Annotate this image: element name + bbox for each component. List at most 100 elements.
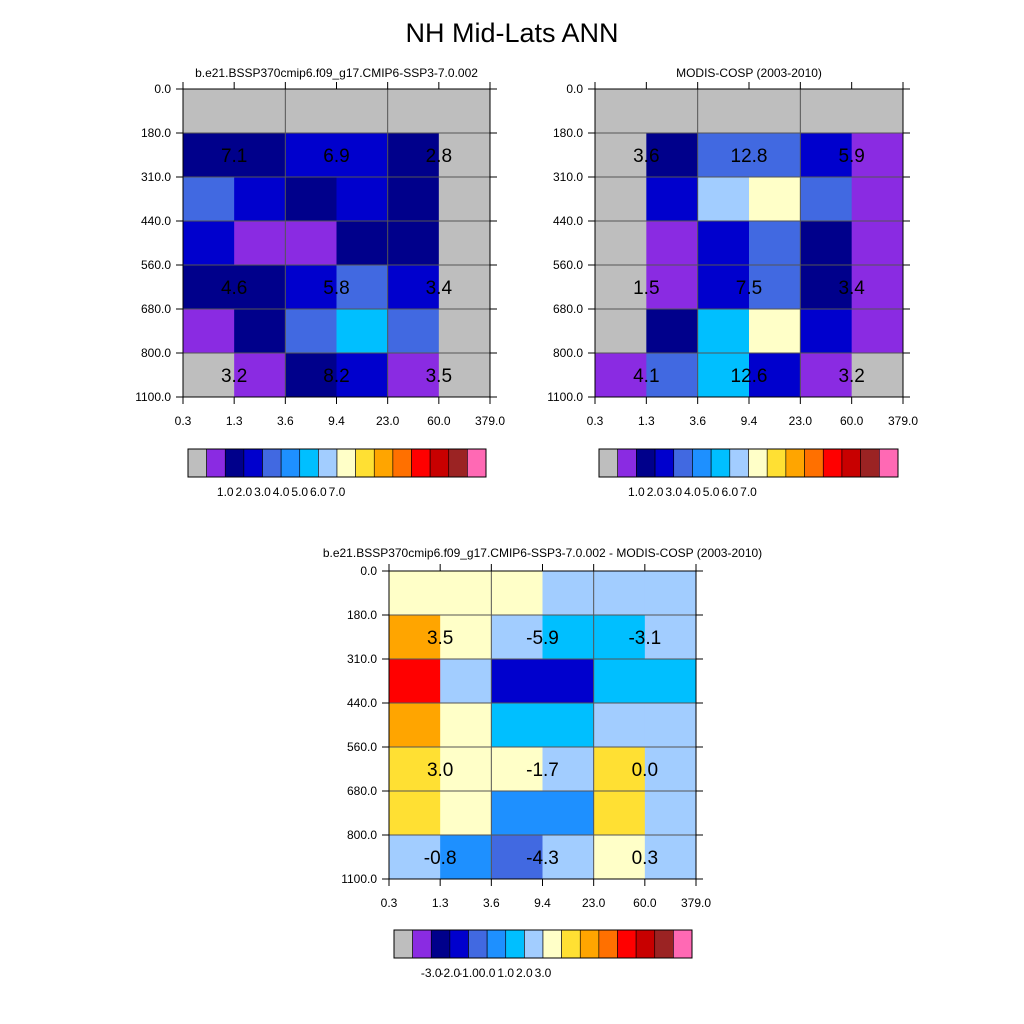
y-tick-label: 180.0: [347, 608, 377, 622]
heatmap-cell: [438, 89, 491, 134]
heatmap-cell: [285, 353, 337, 398]
heatmap-cell: [336, 133, 389, 178]
heatmap-cell: [851, 353, 904, 398]
heatmap-cell: [387, 177, 440, 222]
heatmap-cell: [438, 177, 491, 222]
x-tick-label: 3.6: [483, 896, 500, 910]
heatmap-cell: [646, 177, 699, 222]
heatmap-cell: [644, 747, 697, 792]
heatmap-cell: [285, 221, 337, 266]
heatmap-cell: [851, 133, 904, 178]
cell-annotation: 12.6: [731, 366, 768, 387]
x-tick-label: 60.0: [840, 414, 864, 428]
colorbar-swatch: [355, 448, 375, 478]
heatmap-cell: [183, 177, 235, 222]
y-tick-label: 560.0: [347, 740, 377, 754]
heatmap-cell: [542, 703, 595, 748]
colorbar-swatch: [187, 448, 207, 478]
cell-annotation: 3.2: [838, 366, 864, 387]
colorbar-label: 5.0: [291, 485, 308, 499]
colorbar-label: -2.0: [440, 966, 461, 980]
heatmap-cell: [593, 703, 646, 748]
heatmap-cell: [387, 89, 440, 134]
x-tick-label: 3.6: [689, 414, 706, 428]
heatmap-cell: [851, 221, 904, 266]
heatmap-cell: [285, 89, 337, 134]
heatmap-cell: [491, 835, 543, 880]
cell-annotation: -1.7: [526, 760, 559, 781]
cell-annotation: -4.3: [526, 848, 559, 869]
x-tick-label: 1.3: [638, 414, 655, 428]
y-tick-label: 800.0: [553, 346, 583, 360]
heatmap-cell: [183, 265, 235, 310]
heatmap-cell: [285, 133, 337, 178]
colorbar-swatch: [299, 448, 319, 478]
cell-annotation: 7.5: [736, 278, 762, 299]
heatmap-cell: [387, 265, 440, 310]
heatmap-cell: [644, 615, 697, 660]
cell-annotation: 4.6: [221, 278, 247, 299]
heatmap-cell: [593, 835, 646, 880]
heatmap-cell: [542, 659, 595, 704]
heatmap-cell: [336, 265, 389, 310]
heatmap-cell: [491, 791, 543, 836]
heatmap-cell: [389, 835, 441, 880]
heatmap-cell: [285, 309, 337, 354]
heatmap-cell: [491, 703, 543, 748]
heatmap-cell: [593, 571, 646, 616]
colorbar-label: 2.0: [647, 485, 664, 499]
y-tick-label: 560.0: [141, 258, 171, 272]
heatmap-cell: [542, 791, 595, 836]
panel-title: MODIS-COSP (2003-2010): [676, 66, 822, 80]
heatmap-cell: [644, 659, 697, 704]
x-tick-label: 0.3: [381, 896, 398, 910]
heatmap-cell: [336, 221, 389, 266]
figure-title: NH Mid-Lats ANN: [405, 18, 619, 48]
heatmap-cell: [234, 265, 286, 310]
y-tick-label: 560.0: [553, 258, 583, 272]
x-tick-label: 1.3: [432, 896, 449, 910]
cell-annotation: 3.5: [426, 366, 452, 387]
colorbar-swatch: [392, 448, 412, 478]
cell-annotation: 3.2: [221, 366, 247, 387]
colorbar-label: 4.0: [684, 485, 701, 499]
colorbar-swatch: [243, 448, 263, 478]
model-panel: b.e21.BSSP370cmip6.f09_g17.CMIP6-SSP3-7.…: [135, 66, 505, 499]
heatmap-cell: [234, 133, 286, 178]
heatmap-cell: [542, 747, 595, 792]
cell-annotation: 1.5: [633, 278, 659, 299]
heatmap-cell: [749, 353, 801, 398]
x-tick-label: 9.4: [534, 896, 551, 910]
heatmap-cell: [389, 703, 441, 748]
colorbar-label: 3.0: [254, 485, 271, 499]
y-tick-label: 440.0: [553, 214, 583, 228]
x-tick-label: 60.0: [427, 414, 451, 428]
heatmap-cell: [440, 615, 492, 660]
colorbar-swatch: [373, 448, 394, 478]
y-tick-label: 180.0: [141, 126, 171, 140]
colorbar-swatch: [785, 448, 805, 478]
heatmap-cell: [749, 133, 801, 178]
difference-panel: b.e21.BSSP370cmip6.f09_g17.CMIP6-SSP3-7.…: [323, 546, 762, 980]
heatmap-cell: [234, 353, 286, 398]
colorbar-swatch: [468, 929, 488, 959]
colorbar-label: 2.0: [236, 485, 253, 499]
heatmap-cell: [646, 133, 699, 178]
y-tick-label: 680.0: [347, 784, 377, 798]
colorbar-swatch: [729, 448, 749, 478]
heatmap-cell: [389, 791, 441, 836]
y-tick-label: 800.0: [141, 346, 171, 360]
cell-annotation: 3.5: [427, 628, 453, 649]
y-tick-label: 800.0: [347, 828, 377, 842]
heatmap-cell: [440, 571, 492, 616]
x-tick-label: 1.3: [226, 414, 243, 428]
colorbar-swatch: [635, 929, 656, 959]
colorbar-swatch: [617, 448, 637, 478]
y-tick-label: 1100.0: [341, 872, 377, 886]
heatmap-cell: [389, 571, 441, 616]
heatmap-cell: [387, 309, 440, 354]
y-tick-label: 0.0: [360, 564, 377, 578]
heatmap-cell: [542, 571, 595, 616]
y-tick-label: 440.0: [141, 214, 171, 228]
